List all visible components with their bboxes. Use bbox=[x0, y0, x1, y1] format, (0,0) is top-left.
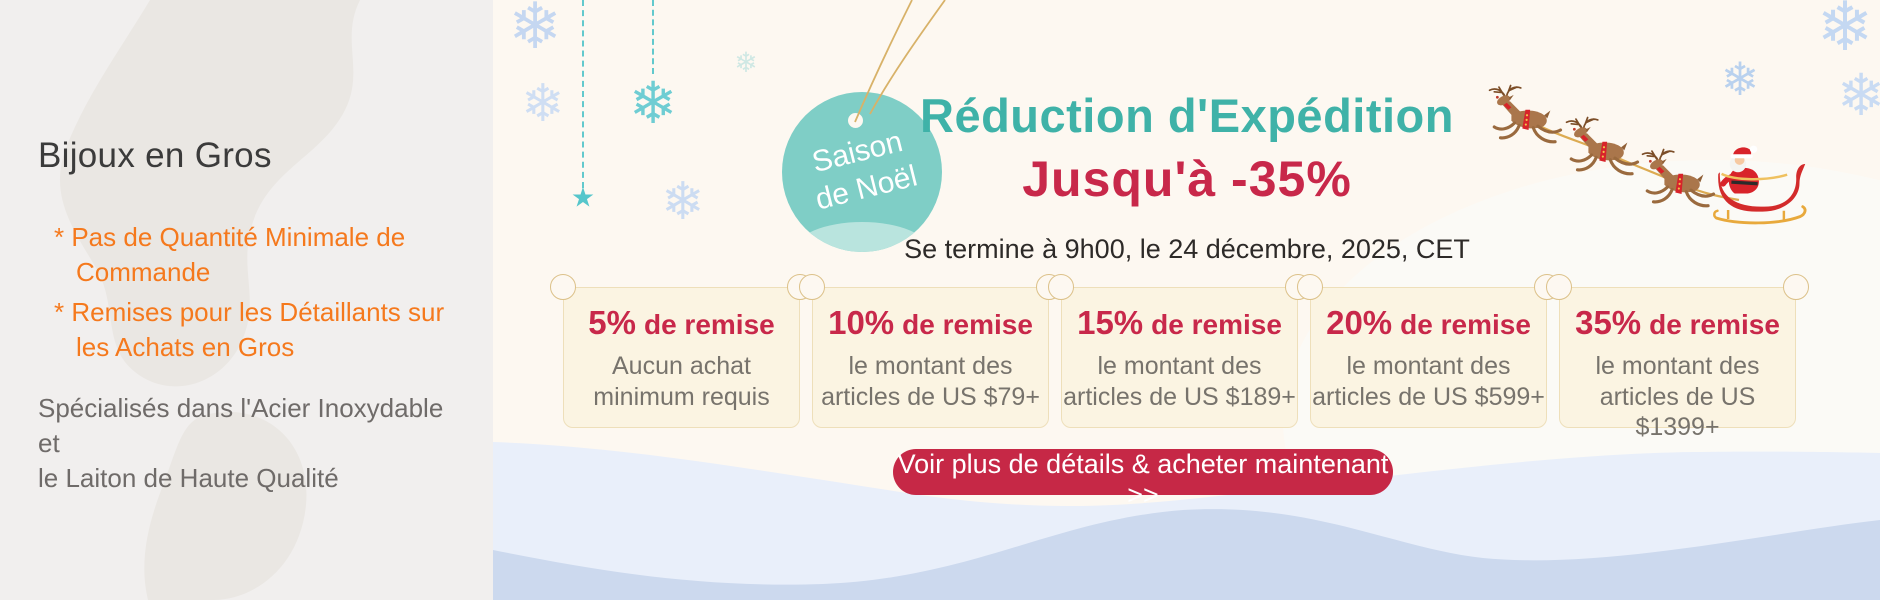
promo-deadline: Se termine à 9h00, le 24 décembre, 2025,… bbox=[904, 234, 1470, 264]
shop-tagline: Spécialisés dans l'Acier Inoxydable et l… bbox=[38, 393, 444, 494]
left-panel: Bijoux en Gros * Pas de Quantité Minimal… bbox=[0, 0, 493, 600]
star-icon: ★ bbox=[570, 182, 596, 213]
offer-card: 15% de remise le montant des articles de … bbox=[1048, 274, 1311, 428]
offer-card: 5% de remise Aucun achat minimum requis bbox=[550, 274, 813, 428]
offer-title: 15% de remise bbox=[1077, 304, 1282, 341]
see-details-button[interactable]: Voir plus de détails & acheter maintenan… bbox=[893, 449, 1393, 510]
selling-point: * Remises pour les Détaillants sur les A… bbox=[54, 296, 445, 363]
offer-condition: le montant des articles de US $599+ bbox=[1312, 352, 1545, 411]
selling-points-list: * Pas de Quantité Minimale de Commande *… bbox=[38, 220, 472, 365]
shop-title: Bijoux en Gros bbox=[38, 136, 272, 175]
hanging-string bbox=[582, 0, 584, 188]
offer-title: 20% de remise bbox=[1326, 304, 1531, 341]
offer-title: 35% de remise bbox=[1575, 304, 1780, 341]
hanging-string bbox=[652, 0, 654, 74]
offer-card: 10% de remise le montant des articles de … bbox=[799, 274, 1062, 428]
offer-condition: le montant des articles de US $1399+ bbox=[1595, 352, 1760, 441]
snowflake-icon: ❄ bbox=[1816, 0, 1874, 65]
snowflake-icon: ❄ bbox=[734, 47, 758, 78]
promo-subheadline: Jusqu'à -35% bbox=[1022, 151, 1352, 207]
world-map-silhouette bbox=[59, 0, 360, 600]
offer-cards: 5% de remise Aucun achat minimum requis 1… bbox=[550, 274, 1809, 441]
offer-card: 35% de remise le montant des articles de … bbox=[1546, 274, 1809, 441]
promo-panel: ★ ❄ ❄ ❄ ❄ ❄ ❄ ❄ ❄ Saison de Noël bbox=[493, 0, 1880, 600]
left-content: Bijoux en Gros * Pas de Quantité Minimal… bbox=[38, 136, 472, 496]
selling-point: * Pas de Quantité Minimale de Commande bbox=[54, 222, 406, 288]
offer-title: 5% de remise bbox=[588, 304, 775, 341]
offer-card: 20% de remise le montant des articles de … bbox=[1297, 274, 1560, 428]
offer-condition: le montant des articles de US $79+ bbox=[821, 352, 1040, 411]
promo-headline: Réduction d'Expédition bbox=[920, 89, 1454, 142]
offer-title: 10% de remise bbox=[828, 304, 1033, 341]
snowflake-icon: ❄ bbox=[508, 0, 562, 62]
offer-condition: le montant des articles de US $189+ bbox=[1063, 352, 1296, 411]
offer-condition: Aucun achat minimum requis bbox=[593, 352, 770, 411]
